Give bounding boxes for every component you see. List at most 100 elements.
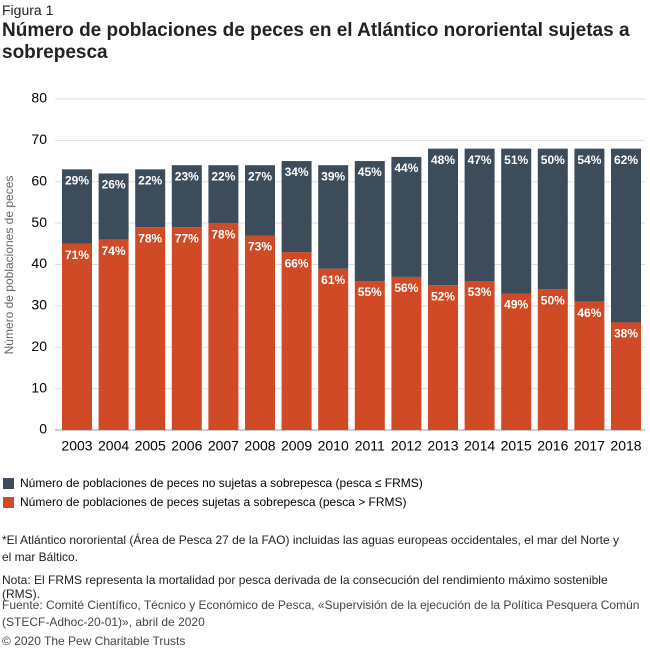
x-tick-label: 2013 [427, 438, 458, 454]
bar-segment [98, 173, 129, 240]
y-tick-label: 20 [31, 338, 47, 354]
segment-label: 48% [431, 153, 455, 167]
y-axis-label: Número de poblaciones de peces [2, 176, 16, 355]
segment-label: 47% [468, 153, 492, 167]
segment-label: 29% [65, 174, 89, 188]
y-tick-label: 0 [39, 421, 47, 437]
bar-segment [611, 148, 641, 323]
note: Nota: El FRMS representa la mortalidad p… [2, 573, 608, 601]
x-tick-label: 2018 [610, 438, 641, 454]
bar-segment [98, 239, 129, 430]
segment-label: 78% [211, 227, 235, 241]
bar-segment [245, 165, 275, 236]
segment-label: 22% [211, 169, 235, 183]
y-tick-label: 30 [31, 297, 47, 313]
legend-swatch [3, 478, 14, 489]
segment-label: 55% [358, 285, 382, 299]
bar-segment [208, 223, 239, 430]
x-tick-label: 2007 [208, 438, 239, 454]
y-tick-label: 80 [31, 90, 47, 106]
y-tick-label: 40 [31, 255, 47, 271]
legend-label: Número de poblaciones de peces sujetas a… [20, 495, 407, 509]
x-tick-label: 2004 [98, 438, 129, 454]
bar-segment [318, 268, 349, 430]
bar-segment [135, 169, 166, 228]
bar-segment [171, 227, 202, 430]
bar-segment [501, 148, 532, 294]
segment-label: 51% [504, 153, 528, 167]
segment-label: 62% [614, 153, 638, 167]
segment-label: 49% [504, 298, 528, 312]
bar-segment [135, 227, 166, 430]
segment-label: 66% [285, 256, 309, 270]
bar-segment [62, 243, 92, 430]
segment-label: 27% [248, 169, 272, 183]
segment-label: 44% [394, 161, 418, 175]
segment-label: 78% [138, 231, 162, 245]
x-tick-label: 2003 [61, 438, 92, 454]
bar-segment [574, 148, 605, 302]
x-tick-label: 2017 [574, 438, 605, 454]
source: Fuente: Comité Científico, Técnico y Eco… [2, 598, 640, 629]
chart: Número de poblaciones de peces 0 10 20 30 40 5… [2, 90, 645, 509]
x-tick-label: 2005 [135, 438, 166, 454]
bar-segment [501, 293, 532, 430]
segment-label: 71% [65, 248, 89, 262]
segment-label: 39% [321, 169, 345, 183]
x-tick-label: 2015 [501, 438, 532, 454]
bar-segment [611, 322, 641, 430]
x-tick-label: 2011 [355, 438, 385, 454]
chart-title: Número de poblaciones de peces en el Atl… [2, 20, 630, 63]
bar-segment [428, 285, 458, 430]
segment-label: 26% [102, 178, 126, 192]
y-tick-label: 50 [31, 214, 47, 230]
bar-segment [318, 165, 349, 269]
x-tick-label: 2014 [464, 438, 495, 454]
x-tick-label: 2012 [391, 438, 422, 454]
note: *El Atlántico nororiental (Área de Pesca… [2, 533, 620, 564]
segment-label: 56% [394, 281, 418, 295]
x-tick-label: 2009 [281, 438, 312, 454]
segment-label: 22% [138, 174, 162, 188]
copyright: © 2020 The Pew Charitable Trusts [2, 634, 186, 648]
x-tick-label: 2010 [318, 438, 349, 454]
bar-segment [537, 148, 568, 290]
segment-label: 54% [577, 153, 601, 167]
bar-segment [208, 165, 239, 224]
legend-label: Número de poblaciones de peces no sujeta… [20, 476, 423, 490]
segment-label: 45% [358, 165, 382, 179]
segment-label: 50% [541, 153, 565, 167]
segment-label: 74% [102, 244, 126, 258]
bar-segment [391, 156, 422, 277]
bar-segment [281, 252, 312, 430]
x-tick-label: 2016 [537, 438, 568, 454]
bar-segment [245, 235, 275, 430]
segment-label: 73% [248, 240, 272, 254]
y-tick-label: 10 [31, 379, 47, 395]
bar-segment [391, 276, 422, 430]
bar-segment [171, 165, 202, 228]
bar-segment [464, 281, 495, 430]
segment-label: 23% [175, 169, 199, 183]
bar-segment [62, 169, 92, 244]
segment-label: 50% [541, 293, 565, 307]
y-tick-label: 60 [31, 172, 47, 188]
x-tick-label: 2008 [244, 438, 275, 454]
bar-segment [574, 301, 605, 430]
segment-label: 52% [431, 289, 455, 303]
bar-segment [354, 281, 385, 430]
y-tick-label: 70 [31, 131, 47, 147]
legend-swatch [3, 497, 14, 508]
bar-segment [537, 289, 568, 430]
segment-label: 61% [321, 273, 345, 287]
segment-label: 53% [468, 285, 492, 299]
bar-segment [464, 148, 495, 282]
x-tick-label: 2006 [171, 438, 202, 454]
bar-segment [281, 161, 312, 253]
bar-segment [428, 148, 458, 286]
segment-label: 38% [614, 327, 638, 341]
figure-label: Figura 1 [2, 2, 54, 18]
segment-label: 34% [285, 165, 309, 179]
bar-segment [354, 161, 385, 282]
